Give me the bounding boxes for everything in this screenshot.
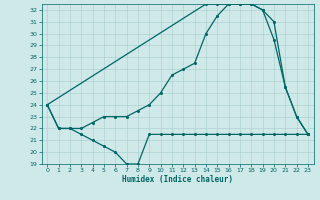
X-axis label: Humidex (Indice chaleur): Humidex (Indice chaleur) <box>122 175 233 184</box>
